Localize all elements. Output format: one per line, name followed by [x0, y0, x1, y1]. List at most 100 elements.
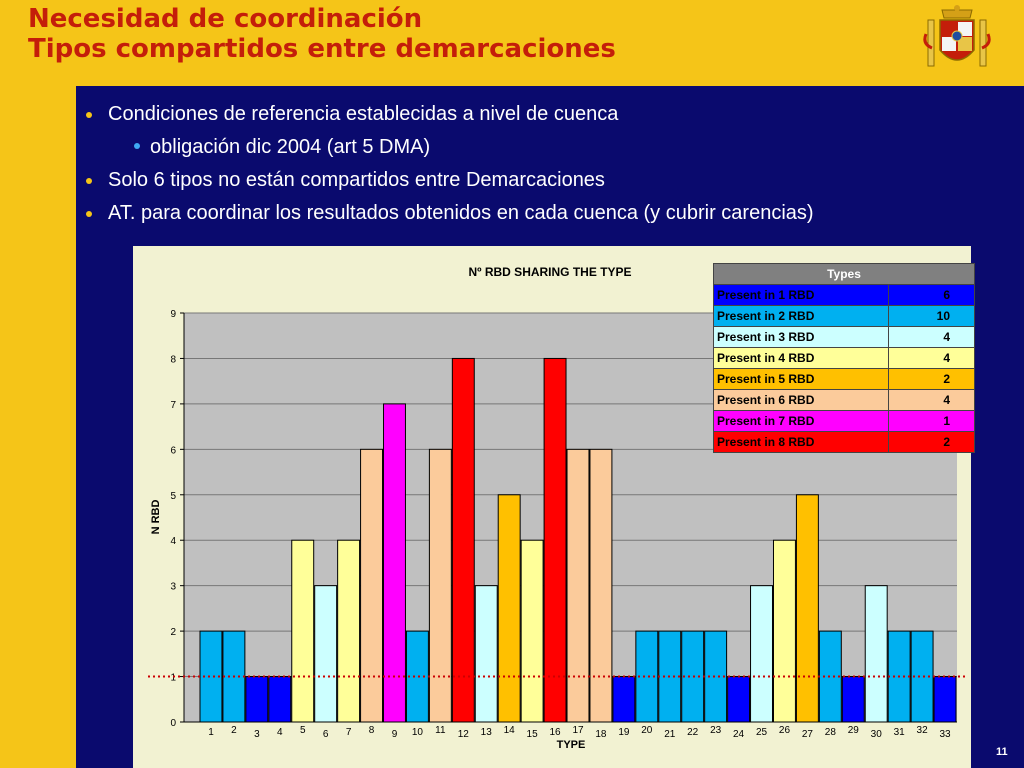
x-tick-label: 32 — [917, 725, 929, 736]
x-tick-label: 21 — [664, 729, 676, 740]
bullet-text: Condiciones de referencia establecidas a… — [108, 103, 619, 125]
y-tick-label: 4 — [170, 536, 176, 547]
slide-title-line1: Necesidad de coordinación — [28, 4, 423, 34]
y-tick-label: 5 — [170, 491, 176, 502]
x-tick-label: 31 — [894, 727, 906, 738]
legend-label: Present in 7 RBD — [713, 410, 889, 432]
x-tick-label: 1 — [208, 727, 214, 738]
bullet-text: Solo 6 tipos no están compartidos entre … — [108, 169, 605, 191]
bullet-icon — [86, 178, 92, 184]
x-tick-label: 18 — [595, 729, 607, 740]
chart-title: Nº RBD SHARING THE TYPE — [468, 265, 632, 279]
x-tick-label: 23 — [710, 725, 722, 736]
x-tick-label: 25 — [756, 727, 768, 738]
bar — [933, 676, 957, 723]
legend-value: 2 — [888, 431, 975, 453]
x-tick-label: 22 — [687, 727, 699, 738]
x-tick-label: 29 — [848, 725, 860, 736]
legend-row: Present in 7 RBD 1 — [713, 410, 975, 432]
x-tick-label: 5 — [300, 725, 306, 736]
x-tick-label: 16 — [549, 727, 561, 738]
legend-value: 6 — [888, 284, 975, 306]
x-tick-label: 27 — [802, 729, 814, 740]
x-tick-label: 24 — [733, 729, 745, 740]
legend-table: Types Present in 1 RBD 6 Present in 2 RBD 1… — [713, 263, 975, 453]
legend-row: Present in 4 RBD 4 — [713, 347, 975, 369]
x-tick-label: 19 — [618, 727, 630, 738]
bar — [727, 676, 751, 723]
bar — [841, 676, 865, 723]
y-tick-label: 3 — [170, 582, 176, 593]
x-tick-label: 10 — [412, 727, 424, 738]
x-tick-label: 8 — [369, 725, 375, 736]
legend-label: Present in 6 RBD — [713, 389, 889, 411]
y-tick-label: 0 — [170, 718, 176, 729]
legend-label: Present in 3 RBD — [713, 326, 889, 348]
legend-label: Present in 1 RBD — [713, 284, 889, 306]
bar — [566, 448, 590, 723]
bullet-icon — [86, 112, 92, 118]
y-tick-label: 2 — [170, 627, 176, 638]
legend-header-row: Types — [713, 263, 975, 285]
x-tick-label: 4 — [277, 727, 283, 738]
legend-value: 4 — [888, 389, 975, 411]
y-tick-label: 7 — [170, 400, 176, 411]
legend-value: 1 — [888, 410, 975, 432]
bar — [612, 676, 636, 723]
legend-row: Present in 2 RBD 10 — [713, 305, 975, 327]
legend-row: Present in 5 RBD 2 — [713, 368, 975, 390]
legend-value: 4 — [888, 326, 975, 348]
legend-label: Present in 8 RBD — [713, 431, 889, 453]
bar — [543, 357, 567, 723]
legend-value: 2 — [888, 368, 975, 390]
bar — [268, 676, 292, 723]
x-tick-label: 2 — [231, 725, 237, 736]
y-tick-label: 6 — [170, 445, 176, 456]
x-tick-label: 30 — [871, 729, 883, 740]
legend-row: Present in 6 RBD 4 — [713, 389, 975, 411]
x-tick-label: 13 — [481, 727, 493, 738]
bar — [589, 448, 613, 723]
x-tick-label: 26 — [779, 725, 791, 736]
legend-label: Present in 5 RBD — [713, 368, 889, 390]
x-axis-title: TYPE — [557, 739, 586, 751]
bar — [795, 494, 819, 723]
bar — [750, 585, 773, 723]
x-tick-label: 14 — [504, 725, 516, 736]
x-tick-label: 6 — [323, 729, 329, 740]
legend-row: Present in 8 RBD 2 — [713, 431, 975, 453]
page-number: 11 — [996, 746, 1008, 758]
x-tick-label: 12 — [458, 729, 470, 740]
legend-label: Present in 4 RBD — [713, 347, 889, 369]
y-tick-label: 8 — [170, 354, 176, 365]
bar — [360, 448, 384, 723]
bar — [291, 539, 315, 723]
bar — [497, 494, 521, 723]
sub-bullet-icon — [134, 143, 140, 149]
y-axis-title: N RBD — [150, 500, 162, 535]
bar — [337, 539, 361, 723]
x-tick-label: 17 — [572, 725, 584, 736]
bullet-icon — [86, 211, 92, 217]
bar — [474, 585, 498, 723]
slide-title-line2: Tipos compartidos entre demarcaciones — [28, 34, 616, 64]
bar — [681, 630, 705, 723]
x-tick-label: 7 — [346, 727, 352, 738]
legend-row: Present in 3 RBD 4 — [713, 326, 975, 348]
bullet-text: AT. para coordinar los resultados obteni… — [108, 202, 814, 224]
x-tick-label: 33 — [939, 729, 951, 740]
bar — [451, 357, 475, 723]
x-tick-label: 15 — [527, 729, 539, 740]
bar — [383, 403, 406, 723]
slide-title: Necesidad de coordinación Tipos comparti… — [28, 4, 616, 64]
x-tick-label: 20 — [641, 725, 653, 736]
legend-header: Types — [713, 263, 975, 285]
x-tick-label: 3 — [254, 729, 260, 740]
legend-value: 4 — [888, 347, 975, 369]
x-tick-label: 28 — [825, 727, 837, 738]
legend-label: Present in 2 RBD — [713, 305, 889, 327]
bar — [520, 539, 544, 723]
x-tick-label: 11 — [435, 725, 446, 736]
bar — [428, 448, 452, 723]
